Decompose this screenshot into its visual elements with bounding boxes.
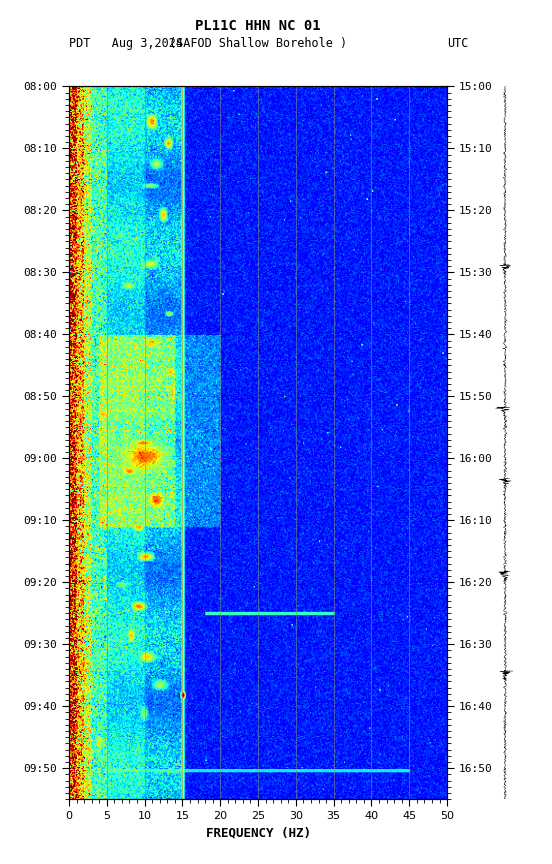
Text: PDT   Aug 3,2024: PDT Aug 3,2024 [69, 37, 183, 50]
Text: PL11C HHN NC 01: PL11C HHN NC 01 [195, 19, 321, 33]
Text: UTC: UTC [447, 37, 469, 50]
X-axis label: FREQUENCY (HZ): FREQUENCY (HZ) [205, 827, 311, 840]
Text: (SAFOD Shallow Borehole ): (SAFOD Shallow Borehole ) [169, 37, 347, 50]
